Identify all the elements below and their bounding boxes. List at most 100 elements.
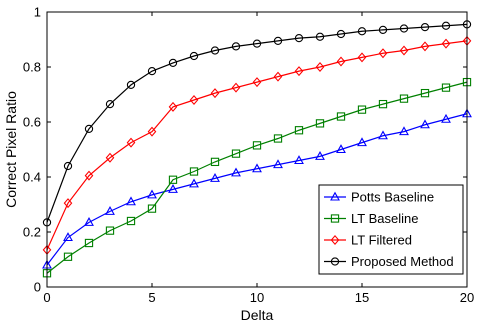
lt-filtered-point — [231, 82, 241, 93]
y-tick-label: 0.4 — [23, 170, 41, 185]
legend-marker-lt-baseline — [330, 214, 340, 223]
lt-baseline-point — [378, 99, 388, 109]
legend-marker-proposed-method — [330, 257, 340, 266]
lt-filtered-point — [189, 94, 199, 106]
lt-filtered-point — [252, 77, 262, 88]
potts-baseline-point — [294, 155, 304, 165]
y-axis-label: Correct Pixel Ratio — [3, 91, 19, 208]
lt-baseline-point — [399, 94, 409, 103]
legend-label-potts-baseline: Potts Baseline — [351, 190, 434, 205]
lt-baseline-point — [126, 216, 136, 226]
legend-label-lt-baseline: LT Baseline — [351, 211, 418, 226]
lt-baseline-point — [168, 175, 178, 184]
potts-baseline-point — [189, 178, 199, 188]
potts-baseline-point — [315, 151, 325, 160]
proposed-method-point — [273, 36, 283, 46]
lt-baseline-point — [252, 141, 262, 150]
proposed-method-point — [189, 51, 199, 61]
proposed-method-point — [441, 21, 451, 30]
proposed-method-line — [46, 23, 468, 223]
potts-baseline-point — [147, 189, 157, 199]
y-tick-label: 0.2 — [23, 225, 41, 240]
potts-baseline-point — [357, 137, 367, 147]
lt-baseline-point — [147, 204, 157, 213]
lt-baseline-point — [210, 157, 220, 167]
proposed-method-point — [210, 46, 220, 55]
potts-baseline-point — [168, 184, 178, 193]
lt-filtered-point — [357, 52, 367, 63]
potts-baseline-point — [126, 196, 136, 206]
legend-box — [318, 184, 464, 275]
lt-filtered-point — [273, 71, 283, 82]
proposed-method-point — [399, 24, 409, 33]
x-tick-label: 5 — [148, 290, 155, 305]
lt-baseline-point — [189, 167, 199, 176]
proposed-method-point — [63, 161, 73, 171]
potts-baseline-point — [231, 167, 241, 177]
potts-baseline-point — [378, 130, 388, 140]
lt-filtered-line — [46, 40, 468, 251]
lt-filtered-point — [441, 38, 451, 49]
lt-filtered-point — [105, 152, 115, 163]
x-tick-label: 10 — [250, 290, 264, 305]
series-potts-baseline — [42, 108, 472, 269]
potts-baseline-point — [63, 232, 73, 242]
proposed-method-point — [357, 27, 367, 36]
y-tick-label: 1 — [34, 5, 41, 20]
axis-ticks: 0 5 10 15 20 0 0.2 0.4 0.6 0.8 1 — [23, 5, 474, 306]
y-tick-label: 0.6 — [23, 115, 41, 130]
potts-baseline-point — [252, 163, 262, 173]
proposed-method-point — [105, 99, 115, 109]
lt-baseline-point — [105, 226, 115, 235]
lt-baseline-point — [63, 252, 73, 261]
proposed-method-point — [126, 80, 136, 90]
legend-marker-lt-filtered — [330, 234, 340, 246]
proposed-method-point — [231, 42, 241, 51]
lt-baseline-point — [336, 112, 346, 121]
lt-baseline-point — [420, 88, 430, 98]
proposed-method-point — [378, 25, 388, 35]
lt-filtered-point — [168, 101, 178, 112]
series-marks — [42, 20, 472, 278]
lt-filtered-point — [126, 137, 136, 148]
proposed-method-point — [84, 124, 94, 134]
proposed-method-point — [294, 33, 304, 43]
lt-baseline-point — [315, 119, 325, 128]
potts-baseline-point — [273, 159, 283, 169]
potts-baseline-line — [46, 113, 468, 266]
legend-label-proposed-method: Proposed Method — [351, 254, 454, 269]
proposed-method-point — [252, 39, 262, 48]
lt-filtered-point — [399, 45, 409, 56]
lt-baseline-point — [294, 126, 304, 135]
proposed-method-point — [336, 29, 346, 39]
potts-baseline-point — [399, 126, 409, 136]
potts-baseline-point — [441, 113, 451, 123]
lt-filtered-point — [210, 88, 220, 99]
potts-baseline-point — [105, 206, 115, 215]
proposed-method-point — [315, 32, 325, 41]
proposed-method-point — [168, 58, 178, 68]
legend-marker-potts-baseline — [330, 191, 340, 201]
potts-baseline-point — [210, 173, 220, 182]
potts-baseline-point — [420, 119, 430, 129]
lt-filtered-point — [378, 48, 388, 59]
y-tick-label: 0 — [34, 280, 41, 295]
x-tick-label: 20 — [460, 290, 474, 305]
lt-baseline-point — [357, 105, 367, 114]
lt-filtered-point — [315, 61, 325, 73]
proposed-method-point — [420, 22, 430, 32]
y-tick-label: 0.8 — [23, 60, 41, 75]
series-proposed-method — [42, 20, 472, 227]
proposed-method-point — [147, 66, 157, 76]
legend: Potts Baseline LT Baseline LT Filtered Prop… — [318, 184, 464, 275]
legend-label-lt-filtered: LT Filtered — [351, 233, 412, 248]
lt-filtered-point — [336, 56, 346, 67]
lt-filtered-point — [420, 41, 430, 52]
lt-baseline-point — [84, 238, 94, 248]
potts-baseline-point — [336, 144, 346, 154]
lt-baseline-point — [273, 134, 283, 143]
lt-filtered-point — [84, 170, 94, 181]
lt-filtered-point — [63, 198, 73, 209]
lt-baseline-point — [441, 83, 451, 92]
